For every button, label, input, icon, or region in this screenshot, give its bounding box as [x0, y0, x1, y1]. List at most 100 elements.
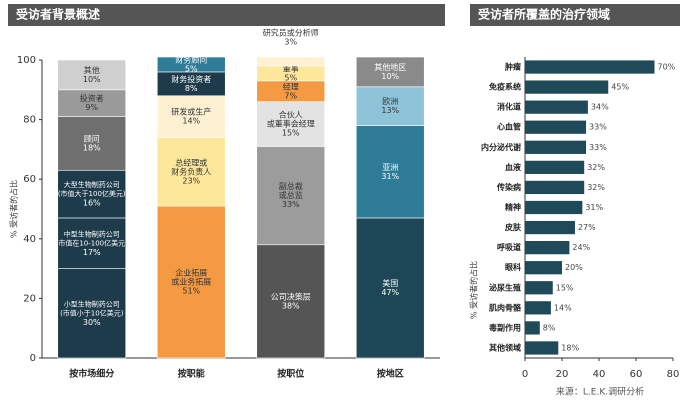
segment-value-label: 17% — [83, 248, 101, 257]
segment-label: 研发或生产 — [171, 107, 211, 117]
bar-segment — [57, 116, 127, 171]
segment-label: 顾问 — [84, 134, 100, 143]
segment-label: 亚洲 — [382, 163, 398, 172]
y-tick-label: 100 — [17, 55, 36, 66]
bar-segment — [57, 89, 127, 117]
segment-value-label: 33% — [282, 200, 300, 209]
x-tick-label: 按市场细分 — [69, 368, 114, 380]
y-tick-label: 精神 — [505, 202, 521, 212]
x-tick-label: 按地区 — [377, 368, 404, 380]
bar — [525, 80, 609, 94]
right-title: 受访者所覆盖的治疗领域 — [478, 7, 610, 22]
bar-segment — [57, 217, 127, 269]
segment-value-label: 38% — [282, 301, 300, 310]
x-tick-label: 80 — [667, 369, 680, 380]
bar — [525, 261, 562, 275]
x-tick-label: 按职能 — [178, 368, 205, 380]
bar — [525, 180, 585, 195]
segment-value-label: 3% — [284, 38, 297, 47]
y-tick-label: 80 — [23, 115, 36, 126]
segment-label: 财务负责人 — [171, 166, 211, 176]
segment-label: 总经理或 — [175, 157, 207, 167]
x-tick-label: 0 — [522, 369, 528, 380]
value-label: 27% — [578, 223, 596, 232]
bar-segment — [355, 56, 425, 88]
segment-label: 其他 — [84, 65, 100, 75]
segment-label: 或董事会经理 — [267, 119, 315, 129]
y-tick-label: 0 — [30, 353, 36, 364]
segment-value-label: 10% — [381, 72, 399, 81]
bar — [525, 241, 570, 255]
segment-label: 小型生物制药公司 — [64, 299, 120, 308]
value-label: 33% — [589, 143, 607, 152]
segment-value-label: 15% — [282, 129, 300, 138]
value-label: 45% — [611, 83, 629, 92]
bar-segment — [57, 268, 127, 359]
segment-label: 投资者 — [80, 93, 104, 103]
bar — [525, 140, 587, 154]
x-tick-label: 40 — [593, 369, 606, 380]
segment-label: 财务顾问 — [175, 54, 207, 64]
y-tick-label: 眼科 — [505, 262, 521, 272]
y-tick-label: 传染病 — [496, 182, 521, 192]
bar-segment — [256, 146, 326, 246]
segment-value-label: 10% — [83, 75, 101, 84]
bar — [525, 120, 587, 134]
value-label: 20% — [565, 263, 583, 272]
right-header-bar — [470, 4, 680, 26]
bar — [525, 301, 551, 315]
value-label: 32% — [587, 183, 605, 192]
source-note: 来源：L.E.K.调研分析 — [556, 386, 644, 398]
segment-value-label: 8% — [185, 84, 198, 93]
segment-value-label: 9% — [85, 103, 98, 112]
segment-value-label: 5% — [185, 64, 198, 73]
y-tick-label: 其他领域 — [489, 342, 521, 352]
segment-label: 或业务拓展 — [171, 277, 211, 287]
segment-value-label: 31% — [381, 172, 399, 181]
value-label: 34% — [591, 103, 609, 112]
value-label: 14% — [554, 303, 572, 312]
bar — [525, 281, 553, 295]
segment-label: 企业拓展 — [175, 268, 207, 278]
y-axis-label: % 受访者的占比 — [9, 180, 19, 238]
left-title: 受访者背景概述 — [16, 7, 100, 22]
left-header-bar — [8, 4, 445, 26]
bar-segment — [256, 101, 326, 147]
value-label: 70% — [658, 63, 676, 72]
segment-label: 或总监 — [279, 190, 303, 200]
value-label: 18% — [561, 343, 579, 352]
segment-label: (市值大于100亿美元) — [58, 189, 126, 198]
segment-label: 美国 — [382, 278, 398, 288]
segment-label: (市值在10-100亿美元) — [56, 238, 129, 247]
segment-label: 董事 — [283, 63, 299, 73]
bar-segment — [355, 86, 425, 126]
bar — [525, 321, 540, 335]
y-tick-label: 皮肤 — [504, 222, 522, 232]
bar-segment — [256, 56, 326, 67]
y-tick-label: 内分泌代谢 — [481, 142, 521, 152]
segment-value-label: 23% — [182, 176, 200, 185]
segment-value-label: 16% — [83, 199, 101, 208]
y-tick-label: 40 — [23, 234, 36, 245]
bar-segment — [57, 59, 127, 91]
segment-value-label: 30% — [83, 318, 101, 327]
segment-label: 中型生物制药公司 — [64, 229, 120, 238]
segment-value-label: 51% — [182, 287, 200, 296]
segment-label: 其他地区 — [374, 62, 406, 72]
bar — [525, 220, 575, 235]
x-tick-label: 20 — [556, 369, 569, 380]
bar-segment — [355, 217, 425, 359]
value-label: 24% — [572, 243, 590, 252]
y-tick-label: 消化道 — [497, 102, 521, 112]
bar-segment — [355, 125, 425, 219]
bar-segment — [156, 56, 226, 73]
y-tick-label: 泌尿生殖 — [489, 282, 521, 292]
bar — [525, 341, 559, 355]
segment-label: 大型生物制药公司 — [64, 180, 120, 189]
value-label: 15% — [556, 283, 574, 292]
segment-label: 欧洲 — [382, 96, 398, 106]
y-tick-label: 免疫系统 — [489, 82, 521, 92]
x-tick-label: 60 — [630, 369, 643, 380]
segment-label: 公司决策层 — [271, 291, 311, 301]
segment-value-label: 47% — [381, 288, 399, 297]
